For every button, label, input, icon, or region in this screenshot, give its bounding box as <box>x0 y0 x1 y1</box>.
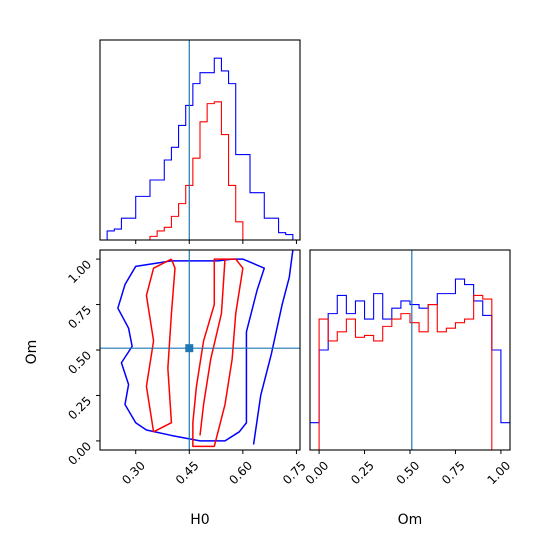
x-tick-label: 0.45 <box>173 458 202 487</box>
y-tick-label: 0.00 <box>65 439 94 468</box>
contour-line-3 <box>192 258 244 448</box>
y-axis-label-Om: Om <box>24 340 40 365</box>
histogram-series-2 <box>100 101 300 240</box>
contour-line-2 <box>252 250 294 445</box>
truth-marker <box>185 344 194 353</box>
panel-hist-Om: 0.00 0.25 0.50 0.75 1.00 <box>303 249 513 487</box>
y-tick-label: 0.75 <box>65 303 94 332</box>
x-tick-label: 0.25 <box>348 458 377 487</box>
x-tick-label: 0.30 <box>119 458 148 487</box>
axes-frame <box>99 39 301 241</box>
y-tick-label: 1.00 <box>65 257 94 286</box>
histogram-series-1 <box>100 57 300 240</box>
panel-contour-H0-Om: 0.30 0.45 0.60 0.75 0.00 0.25 0.50 0.75 1.00 <box>65 249 309 487</box>
x-axis-label-Om: Om <box>398 512 423 528</box>
x-tick-label: 0.60 <box>226 458 255 487</box>
contour-line-1 <box>117 258 266 442</box>
plot-area <box>310 250 510 450</box>
x-tick-label: 0.50 <box>394 458 423 487</box>
plot-area <box>100 40 300 240</box>
histogram-series-1 <box>310 278 510 424</box>
y-tick-label: 0.50 <box>65 348 94 377</box>
x-tick-label: 0.75 <box>280 458 309 487</box>
x-tick-label: 0.00 <box>303 458 332 487</box>
contour-line-4 <box>199 259 226 436</box>
x-tick-label: 1.00 <box>484 458 513 487</box>
y-tick-label: 0.25 <box>65 394 94 423</box>
x-tick-label: 0.75 <box>439 458 468 487</box>
histogram-series-2 <box>310 294 510 450</box>
axes-frame <box>309 249 511 451</box>
contour-line-5 <box>145 258 176 433</box>
panel-hist-H0 <box>99 39 301 244</box>
plot-area <box>100 250 300 450</box>
x-axis-label-H0: H0 <box>190 512 209 528</box>
